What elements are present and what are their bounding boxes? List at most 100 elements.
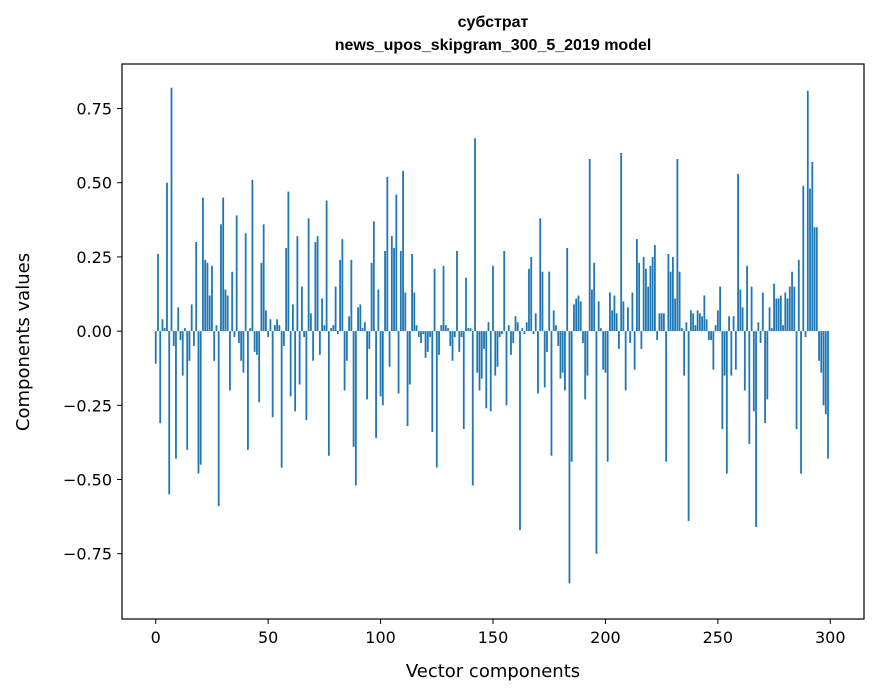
bar: [739, 289, 742, 332]
bar: [537, 331, 539, 394]
bar: [202, 197, 204, 332]
bar: [222, 197, 225, 332]
bar: [552, 310, 555, 332]
bar: [188, 331, 191, 361]
bar: [555, 325, 557, 332]
bar: [483, 331, 485, 349]
bar: [249, 328, 252, 332]
bar: [199, 331, 202, 465]
bar: [561, 331, 564, 373]
bar: [195, 242, 198, 332]
bar: [698, 313, 701, 332]
bar: [804, 331, 807, 338]
bar: [620, 153, 623, 332]
bar: [193, 331, 195, 346]
y-axis-ticks: −0.75 −0.50 −0.25 0.00 0.25 0.50 0.75: [63, 100, 122, 564]
y-tick-label: −0.75: [63, 545, 112, 564]
bar: [460, 331, 463, 338]
bar: [397, 331, 400, 394]
bar: [368, 331, 371, 349]
bar: [357, 307, 359, 332]
bar: [802, 185, 805, 332]
y-axis-label: Components values: [13, 253, 34, 431]
bar-series: [154, 87, 829, 584]
bar: [318, 331, 321, 355]
bar: [602, 331, 605, 370]
bar: [458, 331, 461, 352]
bar: [231, 271, 234, 332]
bar: [265, 310, 267, 332]
bar: [431, 331, 434, 433]
bar: [300, 286, 303, 332]
bar: [813, 227, 816, 332]
bar: [379, 331, 382, 397]
bar: [737, 173, 739, 332]
bar: [429, 331, 431, 338]
bar: [791, 271, 793, 332]
bar: [712, 331, 715, 370]
bar: [743, 331, 746, 391]
bar: [238, 331, 240, 343]
bar: [226, 295, 229, 332]
bar: [287, 191, 290, 332]
bar: [656, 331, 659, 341]
bar: [402, 170, 404, 332]
bar: [557, 331, 560, 346]
bar: [516, 322, 519, 332]
bar: [770, 328, 773, 332]
bar: [755, 331, 757, 527]
bar: [390, 236, 393, 332]
bar: [696, 310, 699, 332]
bar: [649, 265, 652, 332]
bar: [177, 307, 180, 332]
bar: [662, 313, 665, 332]
x-tick-label: 50: [258, 628, 278, 647]
x-tick-label: 250: [703, 628, 734, 647]
bar: [175, 331, 177, 459]
bar: [388, 331, 391, 367]
bar: [172, 331, 175, 346]
bar: [417, 331, 420, 338]
bar: [669, 271, 672, 332]
bar: [822, 331, 825, 406]
bar: [442, 265, 445, 332]
bar: [748, 331, 751, 444]
bar: [689, 310, 692, 332]
bar: [818, 331, 820, 361]
bar: [399, 250, 402, 332]
bar: [701, 316, 704, 332]
bar: [372, 221, 375, 332]
bar: [444, 325, 447, 332]
bar: [692, 313, 695, 332]
bar: [546, 331, 548, 352]
bar: [530, 256, 533, 332]
bar: [363, 322, 366, 332]
bar: [775, 298, 778, 332]
bar: [674, 298, 677, 332]
bar: [593, 262, 596, 332]
bar: [503, 250, 506, 332]
bar: [285, 248, 288, 332]
bar: [746, 265, 748, 332]
bar: [404, 292, 407, 332]
bar: [381, 331, 384, 406]
bar: [793, 286, 796, 332]
bar: [618, 331, 620, 349]
bar: [653, 245, 656, 332]
bar: [528, 268, 530, 332]
bar: [330, 328, 333, 332]
bar: [600, 328, 602, 332]
bar: [233, 331, 236, 338]
bar: [197, 331, 200, 474]
bar: [766, 331, 769, 400]
bar: [244, 233, 247, 332]
bar: [633, 331, 636, 370]
bar: [298, 331, 301, 385]
bar: [710, 331, 712, 341]
bar: [519, 331, 521, 530]
bar: [685, 322, 688, 332]
bar: [613, 295, 616, 332]
bar: [386, 176, 389, 332]
bar: [559, 331, 562, 379]
bar: [280, 331, 283, 468]
